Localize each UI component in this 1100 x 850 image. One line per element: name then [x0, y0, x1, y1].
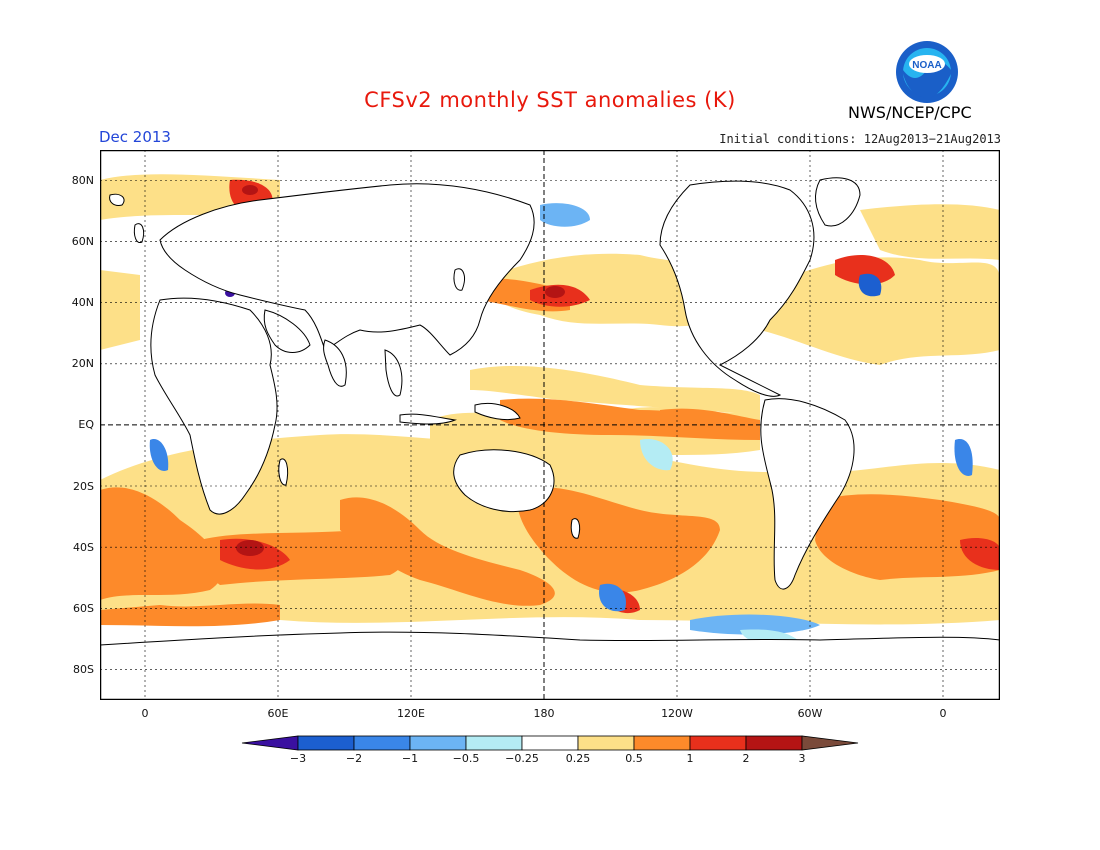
colorbar-cell-5 — [521, 735, 579, 751]
colorbar-cell-1 — [297, 735, 355, 751]
map-title: CFSv2 monthly SST anomalies (K) — [364, 88, 736, 112]
initial-conditions: Initial conditions: 12Aug2013−21Aug2013 — [719, 132, 1001, 146]
colorbar-label-8: 2 — [742, 752, 750, 765]
colorbar-cell-6 — [577, 735, 635, 751]
anomaly-fill-cool — [149, 203, 973, 645]
lat-label-80n: 80N — [71, 174, 94, 187]
colorbar-cell-8 — [689, 735, 747, 751]
lat-label-20n: 20N — [71, 357, 94, 370]
eurasia — [159, 183, 535, 356]
continent-outlines — [100, 177, 1000, 700]
anomaly-fill-moderate-warm — [100, 278, 1000, 627]
colorbar-label-4: −0.25 — [505, 752, 539, 765]
lat-label-80s: 80S — [73, 663, 94, 676]
anomaly-fill-extreme-warm — [236, 185, 565, 556]
colorbar-label-3: −0.5 — [452, 752, 480, 765]
sst-anomaly-map — [100, 150, 1000, 700]
colorbar-cell-3 — [409, 735, 467, 751]
lon-label-0-east: 0 — [939, 707, 947, 720]
lat-label-60s: 60S — [73, 602, 94, 615]
map-frame — [100, 150, 1000, 700]
logo-text: NOAA — [912, 60, 941, 71]
colorbar-cell-7 — [633, 735, 691, 751]
lon-label-180: 180 — [533, 707, 555, 720]
lat-label-40s: 40S — [73, 541, 94, 554]
colorbar-label-0: −3 — [289, 752, 307, 765]
colorbar-label-6: 0.5 — [625, 752, 643, 765]
australia — [453, 449, 555, 513]
colorbar — [241, 735, 859, 751]
colorbar-label-1: −2 — [345, 752, 363, 765]
colorbar-label-9: 3 — [798, 752, 806, 765]
south-america — [760, 398, 855, 590]
colorbar-cell-9 — [745, 735, 803, 751]
lon-label-120w: 120W — [661, 707, 693, 720]
lat-label-40n: 40N — [71, 296, 94, 309]
lat-label-eq: EQ — [78, 418, 94, 431]
colorbar-cell-4 — [465, 735, 523, 751]
lon-label-0: 0 — [141, 707, 149, 720]
lon-label-60e: 60E — [267, 707, 289, 720]
colorbar-label-2: −1 — [401, 752, 419, 765]
lat-label-60n: 60N — [71, 235, 94, 248]
colorbar-cell-2 — [353, 735, 411, 751]
noaa-logo: NOAA — [896, 41, 958, 103]
reference-lines — [100, 150, 1000, 700]
colorbar-label-7: 1 — [686, 752, 694, 765]
africa — [150, 297, 278, 515]
greenland — [814, 177, 861, 227]
lat-label-20s: 20S — [73, 480, 94, 493]
colorbar-label-5: 0.25 — [565, 752, 591, 765]
colorbar-cell-0 — [241, 735, 299, 751]
lon-label-120e: 120E — [397, 707, 425, 720]
antarctica — [100, 631, 1000, 700]
colorbar-cell-10 — [801, 735, 859, 751]
agency-label: NWS/NCEP/CPC — [848, 103, 972, 122]
forecast-month: Dec 2013 — [99, 128, 171, 146]
lon-label-60w: 60W — [797, 707, 823, 720]
north-america — [659, 180, 815, 397]
